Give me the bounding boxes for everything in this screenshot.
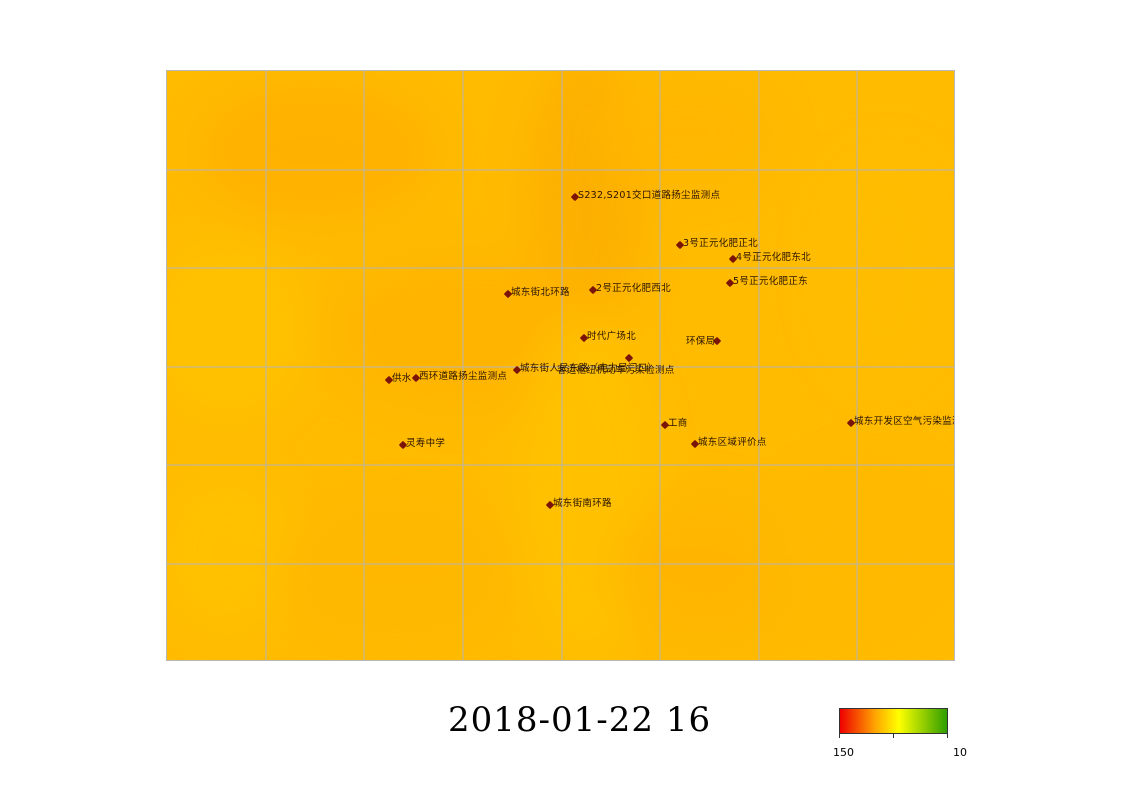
timestamp-label: 2018-01-22 16: [448, 700, 712, 740]
color-scale-legend: [839, 708, 948, 734]
legend-tick: [839, 734, 840, 738]
station-label: 时代广场北: [587, 331, 637, 342]
legend-tick: [893, 734, 894, 738]
legend-tick: [947, 734, 948, 738]
station-label: 客运枢纽机动车污染检测点: [557, 365, 675, 376]
legend-min-label: 10: [953, 746, 967, 759]
station-label: 环保局: [686, 336, 716, 347]
station-label: 3号正元化肥正北: [683, 238, 758, 249]
station-label: 2号正元化肥西北: [596, 283, 671, 294]
station-label: 城东开发区空气污染监测点: [854, 416, 954, 427]
station-label: 5号正元化肥正东: [733, 276, 808, 287]
concentration-field: [167, 71, 954, 660]
station-label: 供水: [392, 373, 412, 384]
station-label: 4号正元化肥东北: [736, 252, 811, 263]
station-label: 灵寿中学: [406, 438, 446, 449]
map-grid: [167, 71, 954, 660]
station-label: 城东街北环路: [511, 287, 570, 298]
station-label: S232,S201交口道路扬尘监测点: [578, 190, 721, 201]
station-label: 城东街南环路: [553, 498, 612, 509]
station-label: 工商: [668, 418, 688, 429]
legend-max-label: 150: [833, 746, 854, 759]
station-label: 城东区域评价点: [698, 437, 767, 448]
pollution-map: S232,S201交口道路扬尘监测点 3号正元化肥正北 4号正元化肥东北 5号正元化肥…: [166, 70, 955, 661]
station-label: 城东街人民东路（电力局门口）: [520, 363, 658, 374]
station-label: 西环道路扬尘监测点: [419, 371, 508, 382]
